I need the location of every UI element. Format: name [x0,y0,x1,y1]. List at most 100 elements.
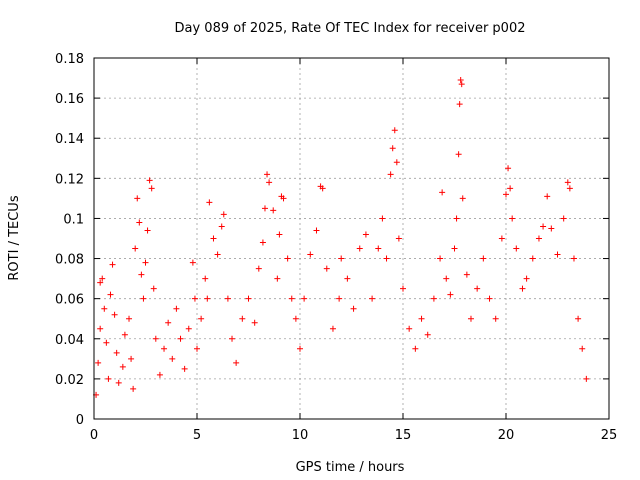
data-point [507,185,514,192]
x-tick-label: 5 [193,428,201,443]
y-tick-label: 0.06 [55,293,84,308]
data-point [214,251,221,258]
data-point [389,145,396,152]
data-point [498,235,505,242]
data-point [307,251,314,258]
data-point [523,275,530,282]
data-point [350,305,357,312]
data-point [97,279,104,286]
y-tick-label: 0.14 [55,132,84,147]
axis-ticks [93,57,610,420]
data-point [136,219,143,226]
plot-frame [93,57,610,420]
data-point [336,295,343,302]
data-point [535,235,542,242]
data-point [130,385,137,392]
data-point [189,259,196,266]
data-point [564,179,571,186]
y-tick-label: 0.08 [55,253,84,268]
data-point [554,251,561,258]
data-point [548,225,555,232]
data-point [313,227,320,234]
data-point [439,189,446,196]
data-point [128,355,135,362]
data-point [251,319,258,326]
data-point [105,375,112,382]
data-point [362,231,369,238]
data-point [95,359,102,366]
data-point [356,245,363,252]
data-point [443,275,450,282]
data-point [274,275,281,282]
x-axis-label: GPS time / hours [296,460,405,475]
data-point [486,295,493,302]
data-point [430,295,437,302]
data-point [387,171,394,178]
data-point [570,255,577,262]
data-point [395,235,402,242]
data-points [93,77,590,398]
x-tick-label: 0 [90,428,98,443]
x-tick-label: 20 [498,428,515,443]
y-axis-label: ROTI / TECUs [7,195,22,280]
y-tick-label: 0.12 [55,172,84,187]
data-point [566,185,573,192]
data-point [202,275,209,282]
data-point [270,207,277,214]
data-point [456,101,463,108]
data-point [579,345,586,352]
data-point [266,179,273,186]
data-point [509,215,516,222]
data-point [259,239,266,246]
data-point [492,315,499,322]
x-tick-labels: 0 5 10 15 20 25 [90,428,617,443]
data-point [126,315,133,322]
data-point [575,315,582,322]
y-tick-label: 0.04 [55,333,84,348]
data-point [412,345,419,352]
data-point [451,245,458,252]
data-point [292,315,299,322]
data-point [134,195,141,202]
data-point [103,339,110,346]
data-point [177,335,184,342]
data-point [319,185,326,192]
data-point [280,195,287,202]
data-point [323,265,330,272]
data-point [463,271,470,278]
data-point [344,275,351,282]
data-point [144,227,151,234]
data-point [152,335,159,342]
data-point [418,315,425,322]
data-point [233,359,240,366]
data-point [264,171,271,178]
data-point [383,255,390,262]
data-point [109,261,116,268]
data-point [297,345,303,352]
data-point [391,127,398,134]
y-tick-label: 0.02 [55,373,84,388]
data-point [301,295,308,302]
data-point [140,295,147,302]
y-tick-label: 0.16 [55,92,84,107]
data-point [101,305,108,312]
data-point [369,295,376,302]
data-point [276,231,283,238]
data-point [181,365,188,372]
chart-title: Day 089 of 2025, Rate Of TEC Index for r… [175,21,526,36]
data-point [480,255,487,262]
data-point [437,255,444,262]
data-point [173,305,180,312]
data-point [220,211,227,218]
data-point [459,195,466,202]
data-point [150,285,157,292]
data-point [261,205,268,212]
data-point [406,325,413,332]
data-point [132,245,139,252]
data-point [156,371,163,378]
data-point [198,315,205,322]
data-point [115,379,122,386]
data-point [146,177,153,184]
data-point [513,245,520,252]
